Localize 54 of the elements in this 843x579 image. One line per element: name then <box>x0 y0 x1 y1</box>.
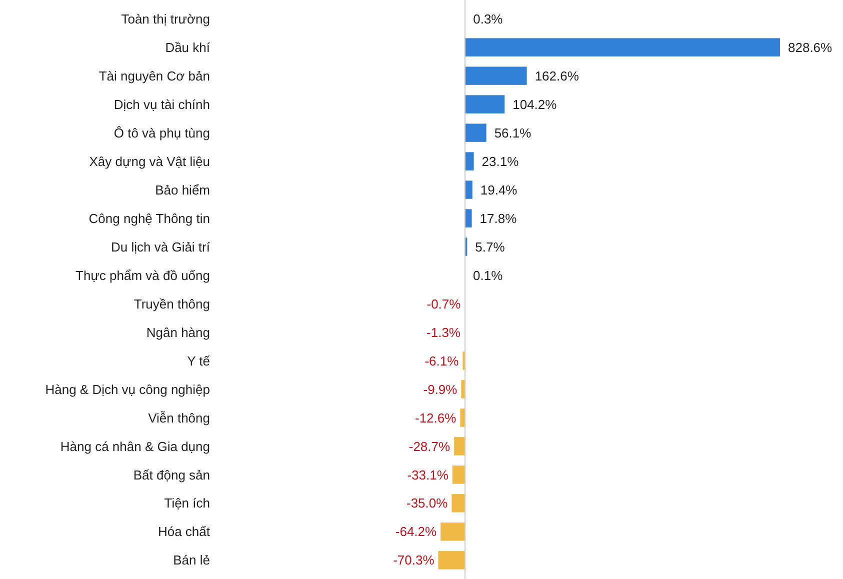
y-tick-label: Hàng & Dịch vụ công nghiệp <box>45 382 210 397</box>
data-label: -35.0% <box>406 496 448 511</box>
y-tick-label: Hàng cá nhân & Gia dụng <box>60 438 210 454</box>
bar <box>465 152 474 170</box>
bar <box>465 95 505 114</box>
data-label: 0.3% <box>473 11 504 26</box>
y-tick-label: Bất động sản <box>133 467 210 482</box>
bar <box>465 38 780 56</box>
data-label: -28.7% <box>408 438 451 454</box>
data-label: 23.1% <box>482 154 520 169</box>
bar <box>454 437 465 456</box>
data-label: -9.9% <box>423 382 458 397</box>
y-tick-label: Xây dựng và Vật liệu <box>89 154 210 169</box>
y-tick-label: Dịch vụ tài chính <box>114 96 210 112</box>
bar <box>460 408 465 427</box>
y-tick-label: Hóa chất <box>158 524 210 540</box>
data-label: 104.2% <box>512 96 558 112</box>
data-label: -64.2% <box>395 524 438 540</box>
bar <box>438 551 465 570</box>
y-tick-label: Tiện ích <box>164 496 210 511</box>
y-tick-label: Viễn thông <box>148 410 210 426</box>
bar <box>465 124 486 142</box>
bar <box>452 494 465 512</box>
y-tick-label: Y tế <box>187 353 211 368</box>
y-tick-label: Ô tô và phụ tùng <box>114 125 210 140</box>
data-label: -6.1% <box>424 353 460 368</box>
data-label: 162.6% <box>534 68 580 84</box>
y-tick-label: Bảo hiểm <box>155 182 210 198</box>
data-label: 17.8% <box>480 210 518 226</box>
data-label: -0.7% <box>426 296 462 312</box>
y-tick-label: Tài nguyên Cơ bản <box>98 68 210 84</box>
y-tick-label: Du lịch và Giải trí <box>111 239 210 254</box>
data-label: 5.7% <box>475 239 506 254</box>
bar <box>465 209 472 228</box>
y-tick-label: Công nghệ Thông tin <box>88 210 210 226</box>
data-label: 0.1% <box>473 268 504 283</box>
bar <box>461 380 465 398</box>
y-tick-label: Bán lẻ <box>173 552 210 568</box>
data-label: -33.1% <box>407 467 449 482</box>
y-tick-label: Truyền thông <box>134 296 210 312</box>
data-label: 828.6% <box>788 40 833 55</box>
y-tick-label: Ngân hàng <box>146 324 210 340</box>
data-label: 19.4% <box>480 182 518 198</box>
data-label: -1.3% <box>426 324 461 340</box>
y-tick-label: Toàn thị trường <box>121 11 210 26</box>
y-tick-label: Thực phẩm và đồ uống <box>76 268 210 283</box>
bar <box>452 466 465 484</box>
data-label: -12.6% <box>415 410 457 426</box>
data-label: 56.1% <box>494 125 532 140</box>
data-label: -70.3% <box>393 552 435 568</box>
bar <box>465 66 527 85</box>
bar <box>440 522 465 541</box>
y-tick-label: Dầu khí <box>165 40 210 55</box>
bar <box>465 180 472 199</box>
